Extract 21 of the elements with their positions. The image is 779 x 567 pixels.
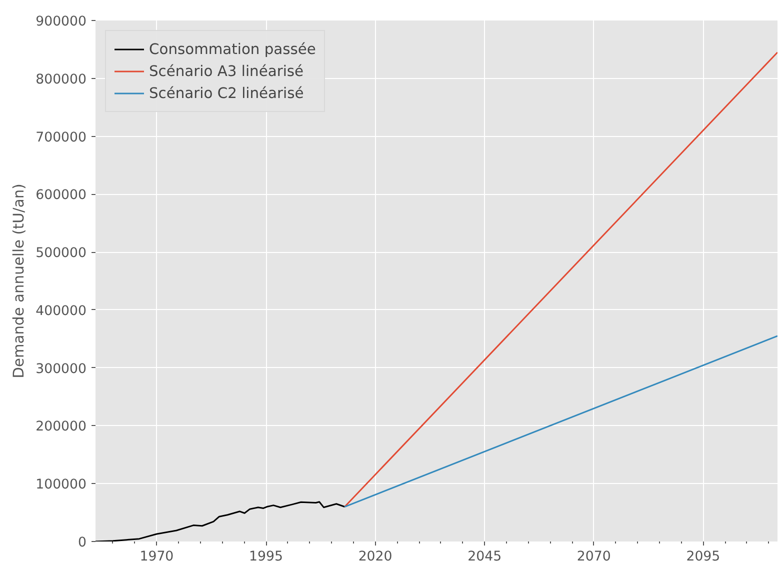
x-tick-label: 2095 <box>686 550 720 564</box>
legend-label: Scénario C2 linéarisé <box>149 84 304 102</box>
y-tick-label: 300000 <box>36 362 87 377</box>
legend-label: Scénario A3 linéarisé <box>149 62 304 80</box>
legend-label: Consommation passée <box>149 40 316 58</box>
y-tick-label: 500000 <box>36 246 87 262</box>
x-tick-label: 2045 <box>468 550 502 564</box>
y-tick-label: 200000 <box>36 420 87 435</box>
line-series <box>96 501 346 542</box>
x-tick-label: 1970 <box>140 550 174 564</box>
y-tick-label: 900000 <box>36 14 87 30</box>
y-tick-label: 100000 <box>36 478 87 493</box>
x-tick-label: 2020 <box>358 550 392 564</box>
y-tick-label: 600000 <box>36 188 87 204</box>
y-axis-title: Demande annuelle (tU/an) <box>10 184 28 378</box>
y-tick-label: 400000 <box>36 304 87 319</box>
y-tick-label: 700000 <box>36 130 87 146</box>
x-tick-label: 2070 <box>576 550 611 564</box>
y-tick-label: 0 <box>78 536 87 550</box>
x-tick-label: 1995 <box>249 550 283 564</box>
y-tick-label: 800000 <box>36 72 87 88</box>
